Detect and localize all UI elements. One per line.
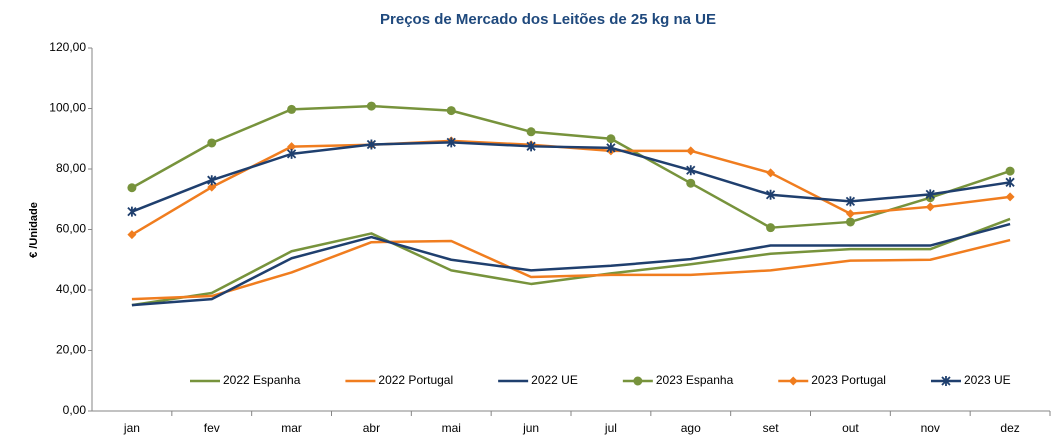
marker [207,182,217,192]
series-line [131,141,1011,213]
marker [127,206,137,217]
marker [788,376,798,386]
marker [446,106,456,116]
y-tick-label: 40,00 [56,282,86,296]
chart-title: Preços de Mercado dos Leitões de 25 kg n… [380,11,716,28]
marker [526,127,536,137]
series-line [131,104,1011,229]
marker [127,230,137,240]
y-tick-label: 20,00 [56,343,86,357]
y-axis-label: € /Unidade [28,202,40,258]
legend-item: 2023 Espanha [622,373,734,387]
x-tick-label: set [763,421,780,435]
x-tick-label: jun [522,421,539,435]
marker [925,189,935,200]
series-line [131,139,1011,236]
marker [766,223,776,233]
marker [686,178,696,188]
legend-item: 2022 Portugal [345,373,453,387]
legend-item: 2022 UE [498,373,578,387]
legend-label: 2022 Portugal [378,373,453,387]
series-line [131,238,1011,301]
marker [286,148,297,159]
x-tick-label: abr [363,421,380,435]
marker [127,183,137,193]
y-tick-label: 60,00 [56,222,86,236]
legend-item: 2023 Portugal [778,373,886,387]
marker [765,189,776,200]
marker [686,165,696,176]
x-tick-label: fev [204,421,220,435]
y-tick-label: 0,00 [63,403,87,417]
legend-label: 2023 UE [964,373,1011,387]
legend-label: 2023 Espanha [656,373,734,387]
legend-item: 2023 UE [930,373,1011,387]
marker [1005,192,1015,202]
y-tick-label: 100,00 [49,101,86,115]
legend-label: 2022 Espanha [223,373,301,387]
y-tick-label: 80,00 [56,161,86,175]
marker [925,202,935,212]
marker [366,139,377,150]
marker [606,134,616,144]
marker [287,104,297,114]
x-tick-label: dez [1000,421,1019,435]
y-tick-label: 120,00 [49,40,86,54]
marker [766,168,776,178]
x-tick-label: ago [681,421,701,435]
marker [845,196,856,207]
marker [845,217,855,227]
marker [446,137,456,148]
marker [366,101,376,111]
marker [526,141,536,152]
x-tick-label: mai [442,421,461,435]
x-tick-label: nov [921,421,940,435]
marker [686,146,696,156]
legend-item: 2022 Espanha [190,373,301,387]
x-tick-label: jul [604,421,617,435]
legend-label: 2022 UE [531,373,578,387]
x-tick-label: out [842,421,859,435]
legend-label: 2023 Portugal [811,373,886,387]
series-line [131,222,1011,307]
marker [287,142,297,152]
series-line [131,217,1011,307]
marker [1005,166,1015,176]
marker [941,376,951,386]
marker [845,209,855,219]
marker [1005,177,1015,188]
x-tick-label: jan [123,421,140,435]
marker [207,175,217,186]
marker [606,142,616,153]
x-tick-label: mar [281,421,302,435]
marker [633,376,643,386]
marker [207,138,217,148]
